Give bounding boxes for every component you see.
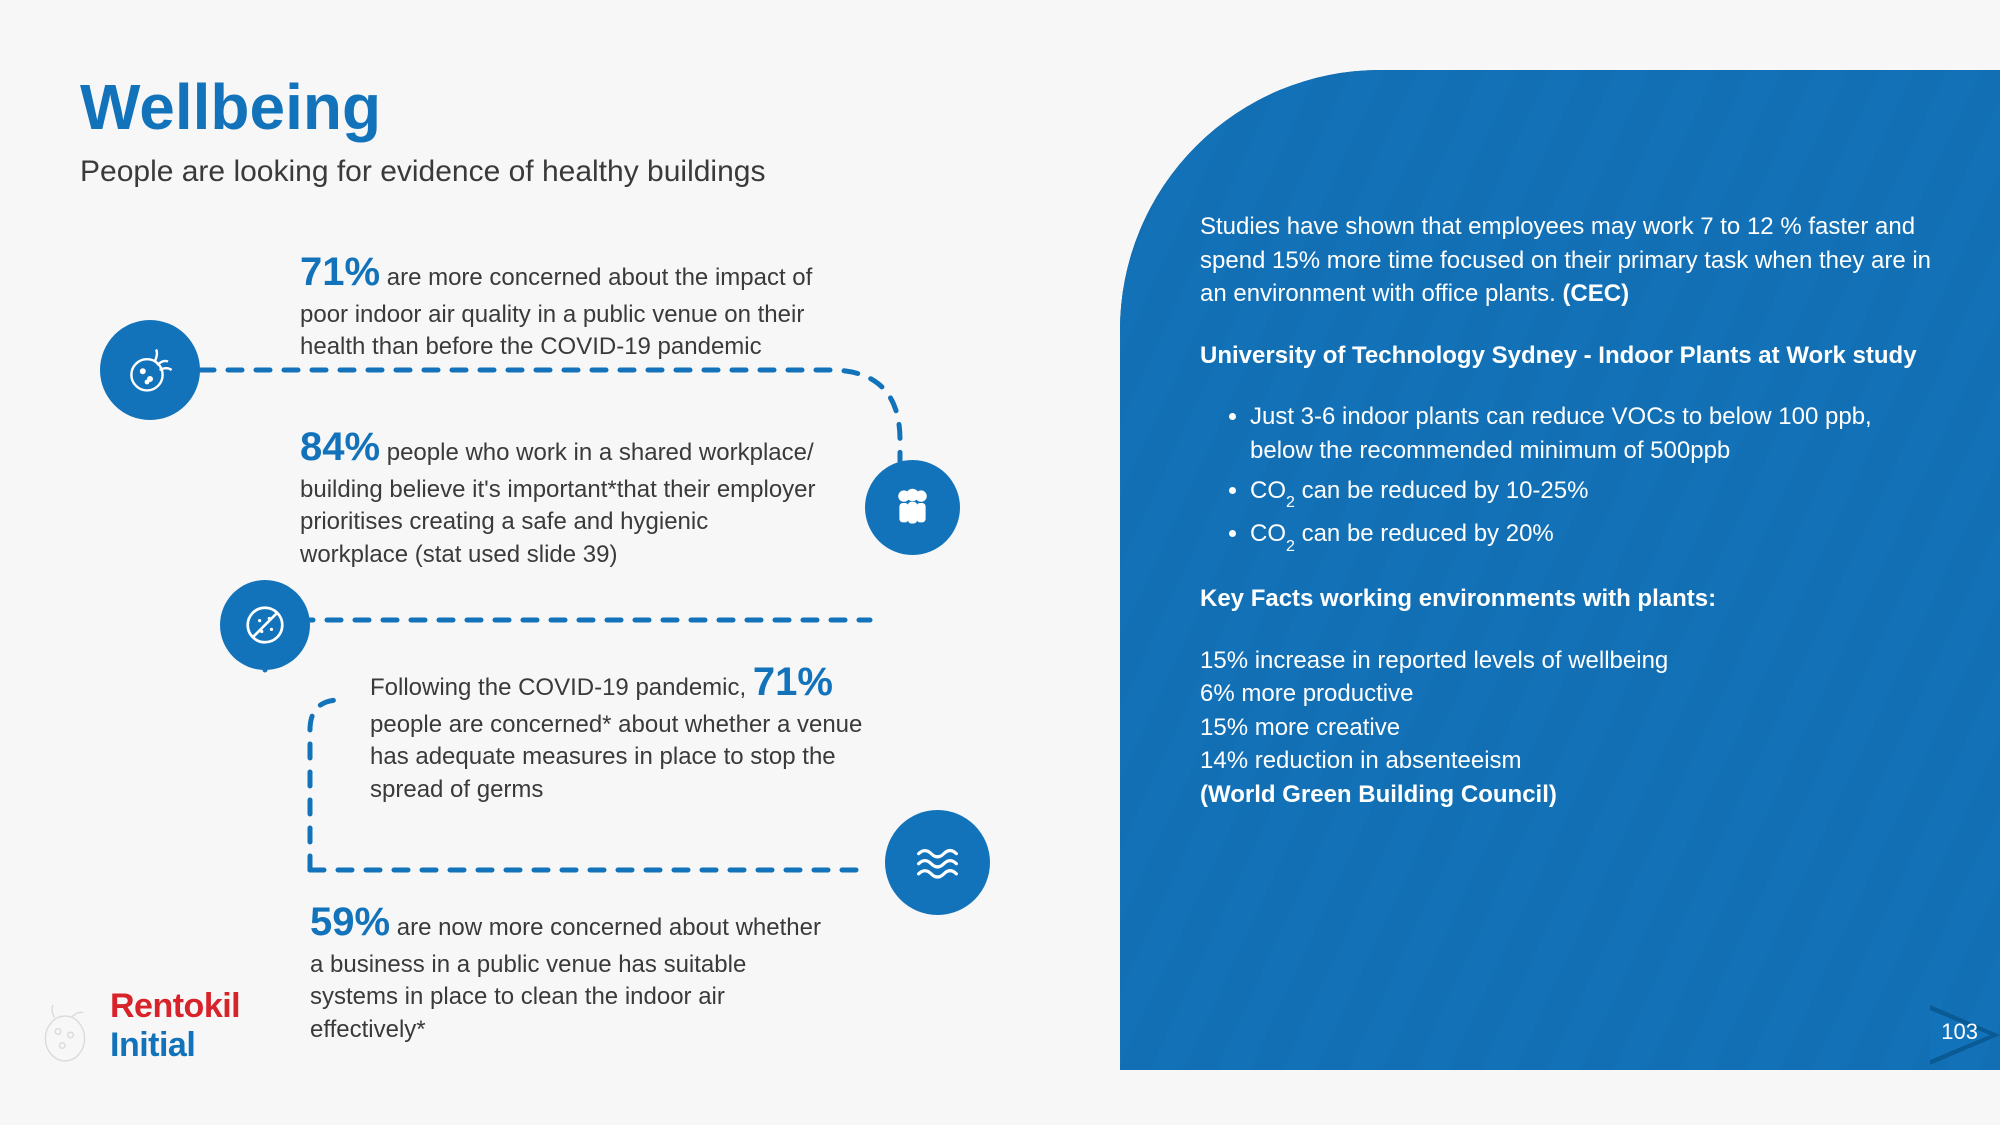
stat-block-1: 71% are more concerned about the impact … [300,245,820,364]
stat-prefix: Following the COVID-19 pandemic, [370,674,753,701]
slide-subtitle: People are looking for evidence of healt… [80,155,765,189]
rp-keyfact: 15% increase in reported levels of wellb… [1200,644,1940,678]
rp-bullet: CO2 can be reduced by 10-25% [1250,474,1940,511]
rp-bullet-text: CO2 can be reduced by 10-25% [1250,477,1588,504]
rp-study-heading: University of Technology Sydney - Indoor… [1200,339,1940,373]
water-icon [885,810,990,915]
logo-line2: Initial [110,1026,240,1065]
logo: Rentokil Initial [110,987,240,1065]
slide-title: Wellbeing [80,70,381,144]
stat-pct: 71% [753,660,833,704]
rp-bullet-text: CO2 can be reduced by 20% [1250,520,1554,547]
stat-pct: 71% [300,250,380,294]
rp-bullet: CO2 can be reduced by 20% [1250,517,1940,554]
stat-block-4: 59% are now more concerned about whether… [310,895,840,1046]
rp-keyfacts: 15% increase in reported levels of wellb… [1200,644,1940,812]
stat-block-2: 84% people who work in a shared workplac… [300,420,820,571]
rp-keyfacts-heading: Key Facts working environments with plan… [1200,582,1940,616]
stat-pct: 84% [300,425,380,469]
stat-pct: 59% [310,900,390,944]
rp-keyfact: 15% more creative [1200,711,1940,745]
right-panel: Studies have shown that employees may wo… [1120,70,2000,1070]
logo-bug-icon [30,1000,100,1070]
rp-keyfact: 14% reduction in absenteeism [1200,744,1940,778]
people-icon [865,460,960,555]
rp-source: (World Green Building Council) [1200,778,1940,812]
stat-block-3: Following the COVID-19 pandemic, 71% peo… [370,655,890,806]
slide: Wellbeing People are looking for evidenc… [0,0,2000,1125]
no-germs-icon [220,580,310,670]
stat-text: people are concerned* about whether a ve… [370,711,862,803]
rp-bullets: Just 3-6 indoor plants can reduce VOCs t… [1250,400,1940,554]
rp-keyfact: 6% more productive [1200,677,1940,711]
right-panel-content: Studies have shown that employees may wo… [1120,70,2000,852]
page-number: 103 [1941,1019,1978,1045]
rp-intro-bold: (CEC) [1562,280,1629,307]
germ-icon [100,320,200,420]
rp-bullet-text: Just 3-6 indoor plants can reduce VOCs t… [1250,403,1872,464]
logo-line1: Rentokil [110,987,240,1026]
rp-bullet: Just 3-6 indoor plants can reduce VOCs t… [1250,400,1940,467]
rp-intro: Studies have shown that employees may wo… [1200,210,1940,311]
